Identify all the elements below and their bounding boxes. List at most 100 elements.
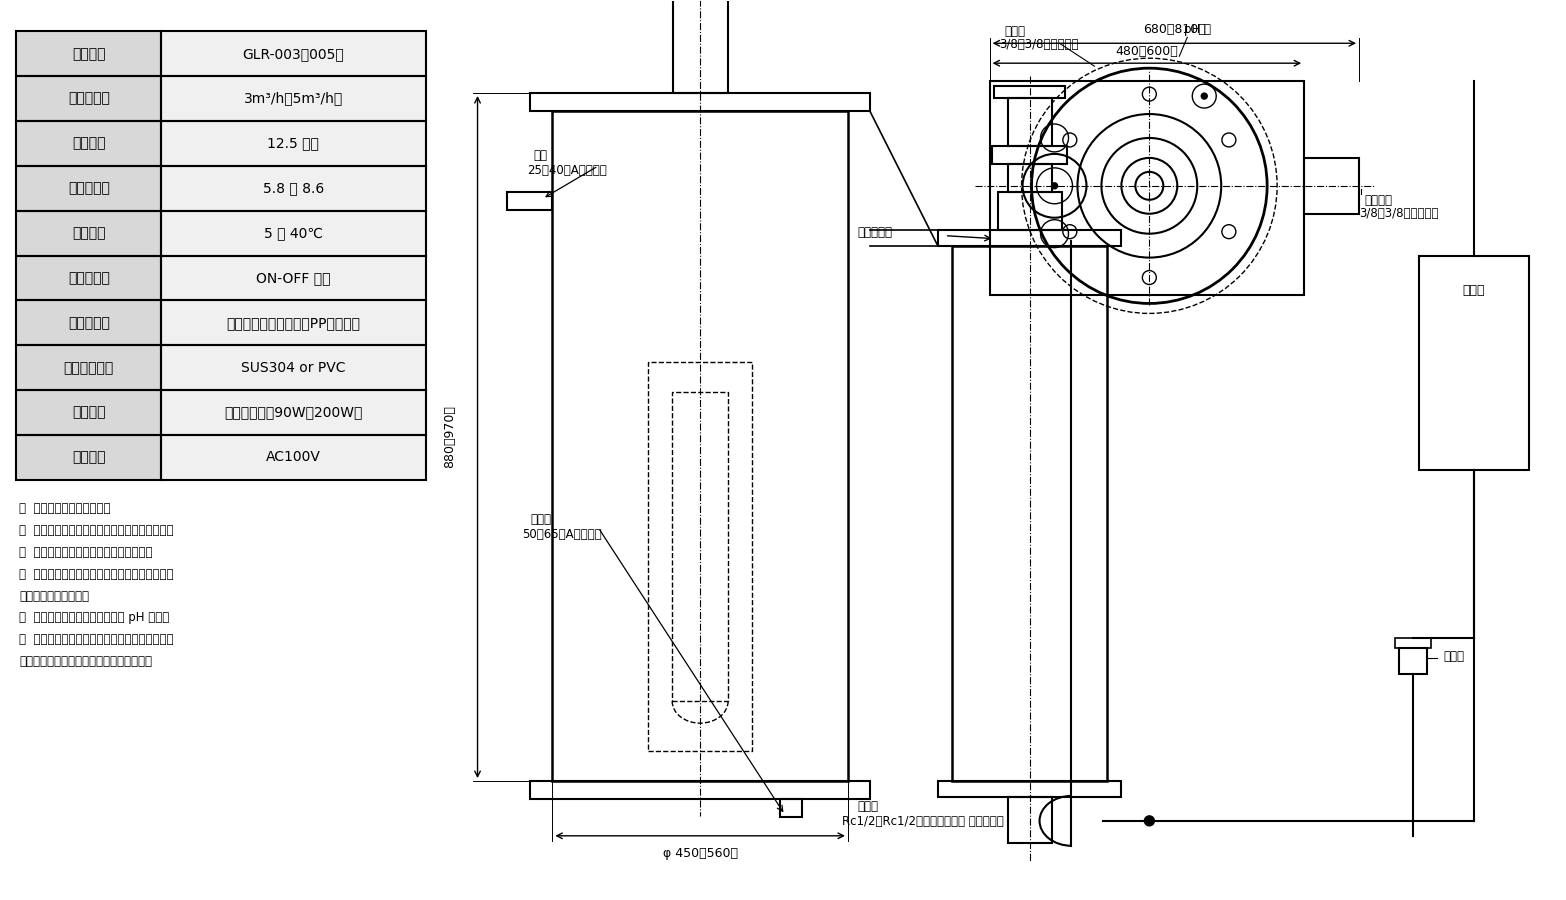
Text: 気液混合機: 気液混合機 bbox=[858, 226, 893, 239]
Bar bbox=[161, 435, 426, 480]
Bar bbox=[161, 301, 426, 346]
Bar bbox=[16, 391, 161, 435]
Text: 原水水温: 原水水温 bbox=[72, 226, 105, 240]
Bar bbox=[1007, 796, 1051, 842]
Text: 必要となります。: 必要となります。 bbox=[19, 590, 89, 603]
Bar bbox=[16, 346, 161, 391]
Bar bbox=[16, 435, 161, 480]
Text: 3/8（3/8）ソケット: 3/8（3/8）ソケット bbox=[1359, 207, 1439, 220]
Bar bbox=[672, 392, 728, 701]
Bar bbox=[1007, 164, 1051, 192]
Text: 25（40）Aソケット: 25（40）Aソケット bbox=[528, 165, 608, 177]
Bar bbox=[161, 256, 426, 301]
Bar bbox=[993, 86, 1065, 98]
Bar bbox=[16, 76, 161, 121]
Bar bbox=[531, 781, 869, 799]
Bar bbox=[16, 121, 161, 166]
Text: 原水ｐＨ: 原水ｐＨ bbox=[72, 137, 105, 150]
Bar bbox=[1398, 648, 1427, 674]
Bar bbox=[938, 781, 1121, 797]
Bar bbox=[161, 346, 426, 391]
Text: 制御盤: 制御盤 bbox=[1463, 284, 1485, 297]
Text: pH 計: pH 計 bbox=[1184, 22, 1211, 36]
Bar bbox=[161, 346, 426, 391]
Bar bbox=[938, 230, 1121, 246]
Bar bbox=[161, 391, 426, 435]
Text: 原水: 原水 bbox=[534, 149, 548, 162]
Bar bbox=[648, 363, 752, 752]
Text: 3m³/h（5m³/h）: 3m³/h（5m³/h） bbox=[244, 92, 343, 105]
Text: 5.8 〜 8.6: 5.8 〜 8.6 bbox=[263, 181, 324, 195]
Bar bbox=[16, 301, 161, 346]
Bar bbox=[780, 799, 802, 817]
Bar bbox=[16, 166, 161, 211]
Bar bbox=[507, 192, 553, 210]
Text: ON-OFF 制御: ON-OFF 制御 bbox=[257, 271, 330, 285]
Text: 出　　力: 出 力 bbox=[72, 406, 105, 419]
Text: 処理水: 処理水 bbox=[531, 513, 551, 526]
Text: 処理水ｐＨ: 処理水ｐＨ bbox=[67, 181, 110, 195]
Text: 880（970）: 880（970） bbox=[443, 406, 456, 469]
Text: 処　理　量: 処 理 量 bbox=[67, 92, 110, 105]
Bar bbox=[16, 76, 161, 121]
Bar bbox=[161, 211, 426, 256]
Bar bbox=[161, 211, 426, 256]
Text: φ 450（560）: φ 450（560） bbox=[662, 847, 738, 860]
Circle shape bbox=[1051, 183, 1057, 189]
Bar bbox=[161, 32, 426, 76]
Bar bbox=[161, 301, 426, 346]
Text: 680（810）: 680（810） bbox=[1143, 22, 1206, 36]
Text: ＊  原水は送液して頂けるものとします。: ＊ 原水は送液して頂けるものとします。 bbox=[19, 545, 153, 559]
Bar bbox=[531, 93, 869, 111]
Text: ることがありますのでご了承下さい。: ることがありますのでご了承下さい。 bbox=[19, 655, 152, 669]
Bar bbox=[161, 76, 426, 121]
Bar bbox=[161, 76, 426, 121]
Bar bbox=[16, 435, 161, 480]
Text: ＊  原水の性状によっては、潤滑用清水の供給が: ＊ 原水の性状によっては、潤滑用清水の供給が bbox=[19, 568, 174, 580]
Text: 制御用：ガラス電極＋PPホルダゞ: 制御用：ガラス電極＋PPホルダゞ bbox=[227, 316, 360, 330]
Text: Rc1/2（Rc1/2）ソケット（プ ラグゞ止）: Rc1/2（Rc1/2）ソケット（プ ラグゞ止） bbox=[843, 815, 1004, 828]
Bar bbox=[16, 256, 161, 301]
Text: 潤滑水: 潤滑水 bbox=[1005, 25, 1026, 38]
Text: ドレン: ドレン bbox=[858, 800, 879, 814]
Text: 制　御方法: 制 御方法 bbox=[67, 271, 110, 285]
Circle shape bbox=[1145, 816, 1154, 826]
Bar bbox=[16, 391, 161, 435]
Text: 50（65）Aソケット: 50（65）Aソケット bbox=[523, 528, 601, 541]
Bar bbox=[16, 346, 161, 391]
Text: ＊  オプション：放流槽、放流水 pH 記録計: ＊ オプション：放流槽、放流水 pH 記録計 bbox=[19, 611, 169, 625]
Bar bbox=[1395, 638, 1431, 648]
Bar bbox=[998, 192, 1062, 230]
Text: 型　　式: 型 式 bbox=[72, 47, 105, 60]
Text: 炭酸ガス: 炭酸ガス bbox=[1364, 194, 1392, 207]
Text: 480（600）: 480（600） bbox=[1115, 45, 1178, 58]
Text: 電磁弁: 電磁弁 bbox=[1444, 650, 1464, 663]
Text: 気液混合機：90W（200W）: 気液混合機：90W（200W） bbox=[224, 406, 363, 419]
Bar bbox=[161, 32, 426, 76]
Bar bbox=[990, 81, 1304, 295]
Bar bbox=[161, 121, 426, 166]
Bar bbox=[16, 211, 161, 256]
Bar bbox=[16, 121, 161, 166]
Text: 材質（要部）: 材質（要部） bbox=[64, 361, 114, 374]
Bar bbox=[161, 435, 426, 480]
Bar bbox=[991, 146, 1068, 164]
Bar bbox=[673, 0, 728, 93]
Bar bbox=[16, 256, 161, 301]
Text: ＊  上表・右図につきましては、予告なく変更す: ＊ 上表・右図につきましては、予告なく変更す bbox=[19, 634, 174, 646]
Text: 3/8（3/8）ソケット: 3/8（3/8）ソケット bbox=[999, 38, 1079, 50]
Text: ＊  別途、炭酸ガス供給設備が必要となります。: ＊ 別途、炭酸ガス供給設備が必要となります。 bbox=[19, 524, 174, 536]
Bar bbox=[161, 166, 426, 211]
Bar bbox=[16, 166, 161, 211]
Bar bbox=[952, 246, 1107, 781]
Bar bbox=[553, 111, 847, 781]
Circle shape bbox=[1201, 93, 1207, 99]
Text: GLR-003（005）: GLR-003（005） bbox=[243, 47, 345, 60]
Bar bbox=[16, 211, 161, 256]
Bar bbox=[16, 32, 161, 76]
Bar bbox=[16, 301, 161, 346]
Bar bbox=[1007, 98, 1051, 146]
Bar bbox=[161, 121, 426, 166]
Text: 12.5 以下: 12.5 以下 bbox=[268, 137, 319, 150]
Text: SUS304 or PVC: SUS304 or PVC bbox=[241, 361, 346, 374]
